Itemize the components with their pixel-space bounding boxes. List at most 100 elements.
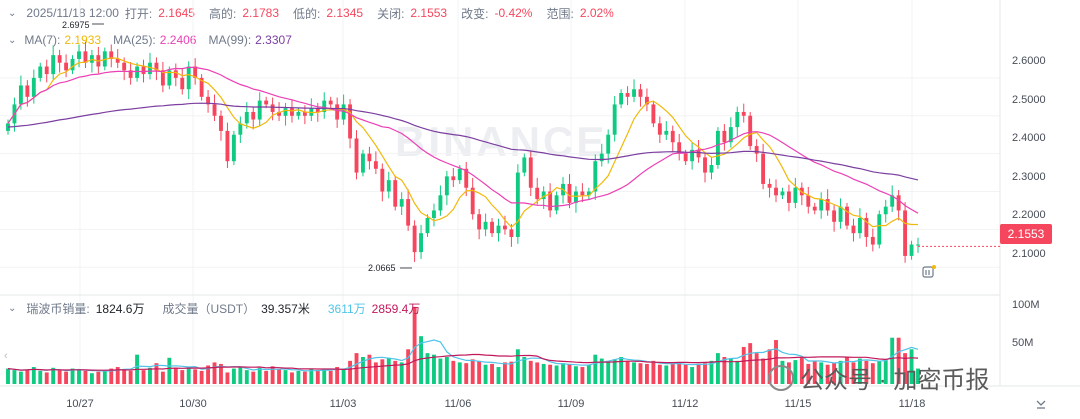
- collapse-chevron-icon[interactable]: ⌄: [8, 7, 17, 19]
- volume-bar: [160, 371, 165, 384]
- candle-body: [406, 199, 411, 226]
- candle-body: [825, 199, 830, 211]
- candle-body: [199, 77, 204, 97]
- volume-bar: [406, 349, 411, 384]
- volume-bar: [122, 369, 127, 384]
- volume-bar: [870, 363, 875, 384]
- candle-body: [399, 199, 404, 207]
- candle-body: [741, 111, 746, 116]
- candle-body: [457, 168, 462, 181]
- candle: [715, 127, 720, 169]
- low-label: 低的:: [293, 6, 321, 21]
- chart-settings-icon[interactable]: [922, 265, 936, 279]
- volume-bar: [328, 370, 333, 384]
- candle-body: [548, 191, 553, 211]
- candle: [741, 103, 746, 123]
- candle-body: [70, 58, 75, 71]
- volume-bar: [528, 360, 533, 384]
- change-value: -0.42%: [494, 6, 533, 20]
- candle: [838, 198, 843, 229]
- candle: [180, 68, 185, 95]
- volume-bar: [580, 367, 585, 384]
- candle: [819, 192, 824, 219]
- volume-bar: [302, 371, 307, 384]
- volume-bar: [457, 362, 462, 384]
- candle: [883, 199, 888, 223]
- candle-body: [503, 225, 507, 230]
- candle: [722, 124, 727, 151]
- candle-body: [148, 62, 152, 75]
- volume-bar: [115, 367, 120, 384]
- candle: [767, 178, 772, 198]
- ma7-label: MA(7):: [24, 33, 61, 47]
- candle-body: [186, 66, 191, 90]
- volume-bar: [690, 367, 695, 384]
- candle-body: [677, 142, 682, 154]
- candle-body: [315, 108, 320, 112]
- candle: [903, 202, 908, 263]
- volume-bar: [154, 363, 159, 384]
- candle-body: [231, 134, 236, 162]
- scroll-left-icon[interactable]: ‹: [4, 350, 8, 362]
- candle: [309, 98, 314, 122]
- candle: [490, 218, 494, 237]
- volume-bar: [386, 357, 391, 384]
- candle: [909, 240, 914, 260]
- candle: [444, 171, 449, 206]
- candle: [270, 97, 275, 121]
- candle: [167, 66, 172, 90]
- candle-body: [57, 55, 62, 63]
- current-price-tag: 2.1553: [1000, 224, 1052, 244]
- volume-bar: [225, 372, 230, 384]
- candle: [735, 106, 740, 137]
- ma-collapse-chevron-icon[interactable]: ⌄: [8, 34, 17, 46]
- candle-body: [496, 225, 501, 234]
- candle-body: [748, 115, 753, 147]
- price-tick: 2.2000: [1012, 209, 1046, 221]
- candle: [438, 185, 443, 216]
- candle-body: [290, 108, 294, 116]
- wechat-logo-icon: [768, 364, 794, 391]
- candle-body: [541, 191, 546, 200]
- candle: [870, 228, 875, 252]
- candle-body: [838, 206, 843, 222]
- volume-bar: [96, 371, 101, 384]
- candle-body: [909, 244, 914, 256]
- candle: [483, 213, 488, 237]
- volume-bar: [651, 360, 656, 384]
- volume-bar: [361, 357, 365, 384]
- volume-bar: [335, 367, 340, 384]
- volume-bar: [522, 357, 527, 384]
- volume-collapse-chevron-icon[interactable]: ⌄: [8, 302, 17, 314]
- candle-body: [819, 199, 824, 211]
- quote-volume-label: 成交量（USDT）: [162, 301, 256, 316]
- candle: [477, 208, 482, 240]
- volume-bar: [277, 369, 281, 384]
- candle: [599, 143, 604, 167]
- candle: [593, 154, 598, 200]
- candle-body: [160, 70, 165, 86]
- candle-body: [883, 206, 888, 215]
- candle-body: [793, 187, 798, 203]
- date-tick: 11/12: [671, 398, 699, 410]
- candle-body: [509, 229, 514, 237]
- candle: [851, 218, 856, 242]
- open-label: 打开:: [124, 6, 153, 21]
- candle-body: [812, 206, 817, 211]
- scroll-to-end-icon[interactable]: [1034, 397, 1048, 411]
- candle: [586, 187, 591, 200]
- close-label: 关闭:: [377, 6, 405, 21]
- candle: [44, 59, 49, 83]
- volume-bar: [715, 353, 720, 384]
- candle: [412, 220, 417, 262]
- candle: [432, 203, 436, 227]
- candle: [754, 139, 759, 162]
- volume-bar: [244, 370, 249, 384]
- volume-bar: [109, 368, 114, 384]
- candle-body: [386, 180, 391, 192]
- date-tick: 10/27: [66, 398, 94, 410]
- candle: [670, 125, 675, 153]
- candle: [806, 186, 811, 214]
- candle-body: [606, 134, 611, 154]
